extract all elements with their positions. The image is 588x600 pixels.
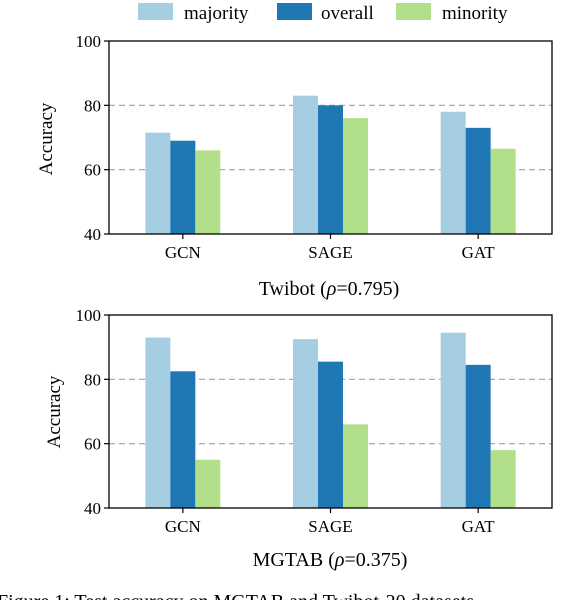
- bar-majority-gat: [440, 111, 466, 234]
- legend-label-overall: overall: [321, 3, 374, 24]
- chart-twibot-subtitle-prefix: Twibot (: [259, 278, 327, 300]
- legend-item-majority: majority: [138, 3, 249, 24]
- bar-overall-gcn: [170, 371, 196, 508]
- chart-mgtab-plot: 40 60 80 100 GCN SAGE GAT: [76, 306, 553, 536]
- legend-label-minority: minority: [442, 3, 508, 24]
- chart-mgtab-subtitle-prefix: MGTAB (: [253, 549, 336, 571]
- bar-majority-sage: [293, 339, 318, 508]
- bar-minority-gcn: [195, 150, 221, 234]
- legend: majority overall minority: [138, 3, 508, 24]
- legend-label-majority: majority: [184, 3, 249, 24]
- bar-minority-gat: [490, 450, 516, 508]
- bar-minority-sage: [343, 424, 368, 508]
- x-tick-label-gcn: GCN: [165, 517, 201, 536]
- chart-mgtab: 40 60 80 100 GCN SAGE GAT Accuracy MGTAB (ρ=0.…: [44, 306, 553, 571]
- x-tick-label-sage: SAGE: [308, 517, 352, 536]
- y-tick-label: 80: [84, 96, 101, 115]
- y-tick-label: 80: [84, 370, 101, 389]
- bar-majority-gcn: [145, 132, 171, 234]
- chart-twibot-plot: 40 60 80 100 GCN SAGE GAT: [76, 32, 553, 262]
- chart-twibot-ylabel: Accuracy: [36, 102, 57, 175]
- legend-swatch-minority: [396, 3, 431, 20]
- bar-overall-sage: [318, 361, 343, 508]
- bar-overall-sage: [318, 105, 343, 234]
- y-tick-label: 60: [84, 161, 101, 180]
- chart-mgtab-subtitle-symbol: ρ: [334, 549, 345, 571]
- chart-mgtab-ylabel: Accuracy: [44, 375, 65, 448]
- y-tick-label: 40: [84, 499, 101, 518]
- bar-overall-gat: [465, 127, 491, 234]
- y-tick-label: 40: [84, 225, 101, 244]
- bar-overall-gcn: [170, 140, 196, 234]
- bar-minority-gcn: [195, 459, 221, 508]
- legend-swatch-majority: [138, 3, 173, 20]
- y-tick-label: 100: [76, 32, 102, 51]
- legend-item-minority: minority: [396, 3, 508, 24]
- bar-minority-gat: [490, 148, 516, 234]
- bar-majority-gat: [440, 332, 466, 508]
- y-tick-label: 100: [76, 306, 102, 325]
- bar-minority-sage: [343, 118, 368, 234]
- x-tick-label-sage: SAGE: [308, 243, 352, 262]
- chart-twibot-subtitle-symbol: ρ: [326, 278, 337, 300]
- x-tick-label-gat: GAT: [462, 243, 496, 262]
- bar-majority-gcn: [145, 337, 171, 508]
- chart-twibot: 40 60 80 100 GCN SAGE GAT Accuracy Twibot (ρ=0…: [36, 32, 553, 300]
- chart-twibot-subtitle-suffix: =0.795): [336, 278, 399, 300]
- bar-overall-gat: [465, 364, 491, 508]
- chart-mgtab-subtitle: MGTAB (ρ=0.375): [253, 549, 408, 571]
- chart-mgtab-subtitle-suffix: =0.375): [344, 549, 407, 571]
- legend-item-overall: overall: [277, 3, 374, 24]
- bar-majority-sage: [293, 95, 318, 234]
- x-tick-label-gat: GAT: [462, 517, 496, 536]
- x-tick-label-gcn: GCN: [165, 243, 201, 262]
- chart-twibot-subtitle: Twibot (ρ=0.795): [259, 278, 400, 300]
- legend-swatch-overall: [277, 3, 312, 20]
- y-tick-label: 60: [84, 435, 101, 454]
- figure-caption: Figure 1: Test accuracy on MGTAB and Twi…: [0, 591, 474, 600]
